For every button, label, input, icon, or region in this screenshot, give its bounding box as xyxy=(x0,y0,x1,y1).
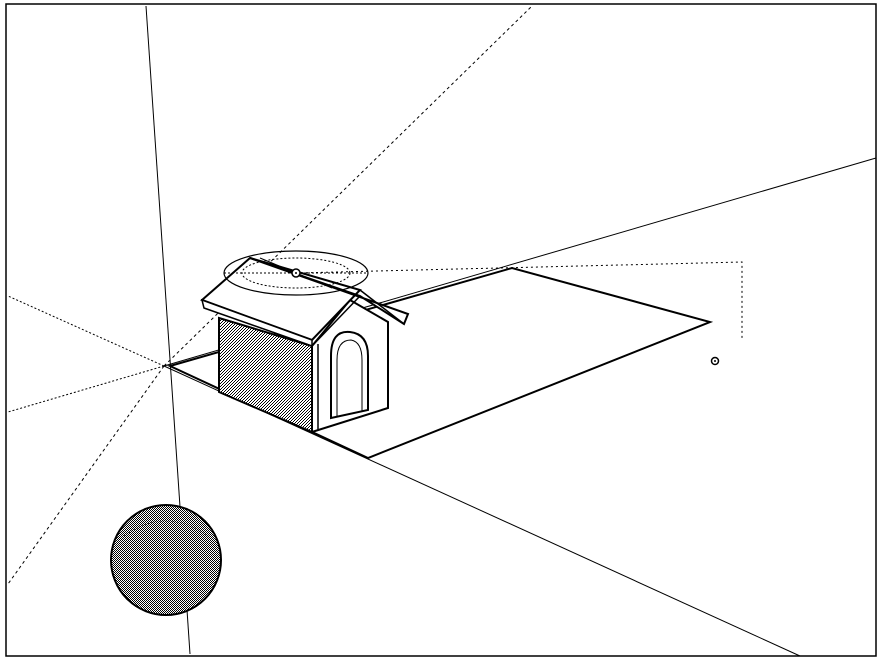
bounding-guide xyxy=(295,261,743,340)
red-axis-negative xyxy=(7,295,165,367)
rotate-protractor[interactable] xyxy=(223,250,369,296)
protractor-center-dot xyxy=(295,272,297,274)
sphere[interactable] xyxy=(110,504,222,616)
doghouse[interactable] xyxy=(200,256,410,434)
doghouse-roof-ridge xyxy=(359,289,405,325)
viewport-frame xyxy=(5,3,877,657)
construction-point-center xyxy=(714,360,716,362)
doghouse-roof-eave xyxy=(311,295,361,347)
guide-line-lower xyxy=(7,365,165,585)
sphere-shading xyxy=(123,520,209,537)
doghouse-door-inner xyxy=(336,339,363,416)
green-axis-negative xyxy=(7,365,165,413)
doghouse-door xyxy=(330,330,369,420)
sphere-body xyxy=(110,504,222,616)
